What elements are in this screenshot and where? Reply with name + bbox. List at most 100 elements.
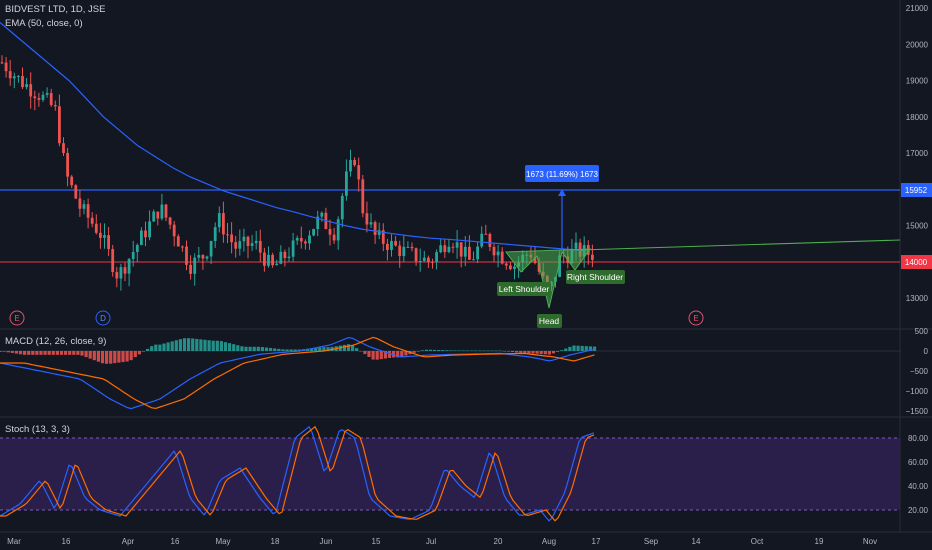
candle-body — [131, 251, 135, 260]
time-tick: 19 — [815, 537, 824, 546]
neckline-extension[interactable] — [579, 239, 901, 251]
candle-body — [37, 98, 41, 100]
earnings-marker[interactable] — [9, 310, 25, 326]
candle-body — [500, 251, 504, 264]
macd-bar — [560, 350, 564, 351]
macd-bar — [59, 351, 64, 355]
measure-arrow-head — [558, 189, 566, 196]
macd-bar — [420, 350, 424, 351]
time-tick: May — [215, 537, 230, 546]
macd-tick: −1500 — [906, 407, 929, 416]
time-axis: Mar 16 Apr 16 May 18 Jun 15 Jul 20 Aug 17 Sep 14 Oct 19… — [7, 537, 877, 546]
candle-body — [29, 84, 33, 97]
right-shoulder-label: Right Shoulder — [567, 272, 623, 282]
time-tick: 16 — [171, 537, 180, 546]
candle-body — [189, 264, 192, 274]
macd-bar — [178, 339, 182, 351]
macd-bar — [14, 351, 18, 354]
candle-body — [181, 246, 184, 248]
macd-bar — [367, 351, 371, 357]
macd-bar — [68, 351, 72, 355]
candle-body — [250, 243, 254, 246]
macd-bar — [498, 350, 502, 352]
candle-body — [246, 236, 250, 246]
macd-bar — [355, 348, 359, 351]
stoch-axis: 80.00 60.00 40.00 20.00 — [908, 434, 929, 515]
candle-body — [45, 93, 49, 95]
macd-signal-line[interactable] — [0, 336, 595, 410]
macd-bar — [92, 351, 96, 361]
ema-legend[interactable]: EMA (50, close, 0) — [5, 18, 83, 29]
candle-body — [193, 257, 197, 274]
macd-bar — [346, 344, 351, 351]
macd-bar — [576, 345, 580, 351]
head-box — [537, 314, 562, 328]
candle-body — [537, 263, 541, 272]
macd-bar — [539, 351, 543, 355]
dividend-marker[interactable] — [95, 310, 111, 326]
candle-body — [123, 267, 127, 274]
candle-body — [258, 240, 262, 253]
candle-body — [402, 246, 406, 257]
stoch-d-line[interactable] — [0, 425, 595, 522]
stoch-legend[interactable]: Stoch (13, 3, 3) — [5, 424, 70, 435]
earnings-marker-2[interactable] — [688, 310, 704, 326]
macd-bar — [379, 351, 383, 360]
stoch-k-line[interactable] — [0, 425, 595, 522]
candle-body — [488, 234, 492, 247]
candle-body — [295, 237, 299, 241]
candle-body — [176, 236, 180, 247]
candle-body — [328, 228, 332, 235]
macd-bar — [256, 346, 260, 351]
macd-bar — [223, 342, 228, 351]
macd-bar — [437, 349, 441, 351]
macd-bar — [297, 349, 301, 351]
macd-bar — [523, 351, 527, 354]
macd-tick: −500 — [910, 367, 929, 376]
candle-body — [115, 272, 119, 279]
candle-body — [148, 221, 151, 238]
macd-bar — [396, 351, 400, 358]
candle-body — [435, 252, 438, 263]
price-tick: 20000 — [906, 40, 929, 49]
candle-body — [242, 236, 246, 242]
macd-bar — [482, 350, 486, 352]
macd-bar — [510, 351, 515, 353]
macd-bar — [252, 346, 256, 351]
candle-body — [332, 234, 336, 241]
macd-bar — [465, 350, 469, 352]
macd-bar — [232, 344, 236, 351]
candle-body — [172, 224, 176, 237]
ema-line[interactable] — [0, 22, 587, 252]
candle-body — [217, 213, 221, 228]
candle-body — [185, 246, 188, 265]
candle-body — [70, 176, 74, 186]
candle-body — [197, 255, 201, 258]
macd-bar — [531, 351, 535, 354]
head-shoulders-pattern[interactable] — [505, 248, 591, 309]
symbol-legend[interactable]: BIDVEST LTD, 1D, JSE — [5, 4, 106, 15]
earnings-marker-2-label: E — [693, 314, 698, 323]
macd-bar — [96, 351, 100, 362]
candle-body — [406, 246, 410, 248]
macd-bar — [469, 350, 474, 352]
measure-label: 1673 (11.69%) 1673 — [526, 170, 598, 179]
macd-axis: 500 0 −500 −1000 −1500 — [906, 327, 929, 416]
macd-bar — [490, 350, 494, 352]
macd-bar — [556, 351, 560, 352]
price-tick: 19000 — [906, 77, 929, 86]
candle-body — [390, 240, 393, 250]
macd-bar — [240, 346, 244, 351]
candle-body — [468, 246, 471, 260]
candle-body — [451, 246, 455, 248]
macd-bar — [564, 348, 568, 351]
macd-legend[interactable]: MACD (12, 26, close, 9) — [5, 336, 107, 347]
support-price-label: 14000 — [905, 258, 928, 267]
macd-bar — [2, 351, 6, 352]
time-tick: Apr — [122, 537, 135, 546]
candle-body — [17, 76, 20, 78]
candle-body — [213, 227, 217, 242]
macd-bar — [433, 349, 437, 351]
macd-line[interactable] — [0, 336, 595, 410]
